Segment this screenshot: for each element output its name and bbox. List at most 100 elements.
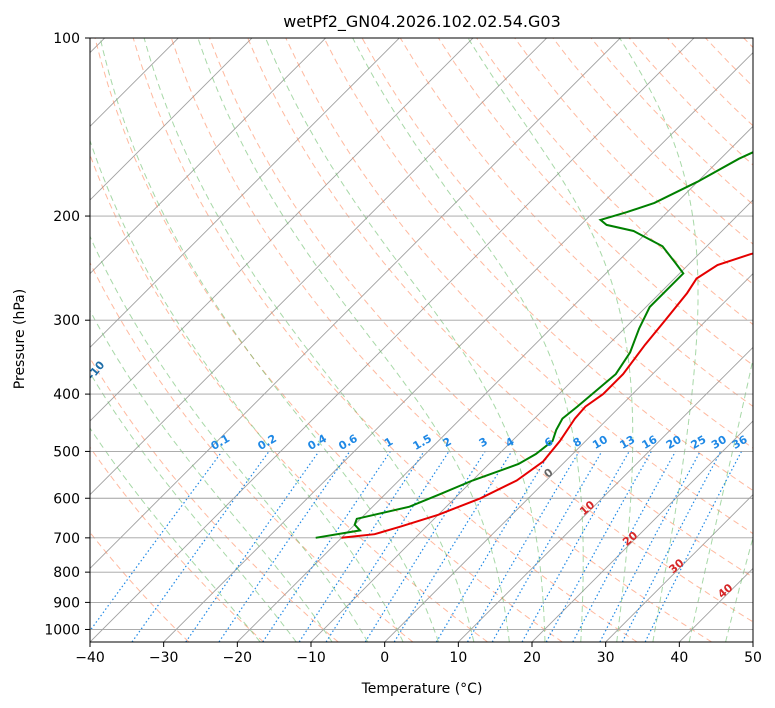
mixing-ratio-line [435,451,552,642]
moist-adiabat-line [90,139,404,642]
plot-frame [89,37,754,643]
dry-adiabat-labels: -10 [85,358,108,382]
dry-adiabat-line [705,38,753,88]
dry-adiabat-line [94,38,563,642]
isotherm-line [90,38,621,569]
moist-adiabat-label: 40 [715,581,735,601]
mixing-ratio-line [545,451,652,642]
chart-title: wetPf2_GN04.2026.102.02.54.G03 [283,12,561,32]
isotherm-lines [90,38,753,642]
mixing-ratio-line [364,451,486,642]
dry-adiabat-line [247,38,753,578]
isotherm-line [90,38,327,275]
y-tick-label: 700 [53,531,80,547]
x-axis-label: Temperature (°C) [361,681,483,697]
mixing-ratio-line [599,451,701,642]
x-tick-label: 10 [449,650,467,666]
isotherm-line [90,38,548,496]
moist-adiabat-line [90,235,369,642]
dry-adiabat-lines [90,38,753,642]
dry-adiabat-line [590,38,753,206]
y-tick-label: 600 [53,491,80,507]
moist-adiabat-lines [90,38,753,642]
y-tick-label: 900 [53,595,80,611]
mixing-ratio-line [90,451,223,632]
moist-adiabat-line [467,38,634,642]
moist-adiabat-line [90,427,261,642]
dry-adiabat-label: -10 [85,358,108,382]
dewpoint-profile-line [315,151,753,539]
mixing-ratio-line [521,451,630,642]
isotherm-line [90,38,253,201]
x-tick-label: 30 [597,650,615,666]
mixing-ratio-line [572,451,677,642]
x-tick-label: −20 [223,650,253,666]
moist-adiabat-line [197,38,510,642]
dry-adiabat-line [132,38,638,642]
moist-adiabat-label: 10 [577,498,597,518]
moist-adiabat-line [725,535,753,642]
mixing-ratio-label: 30 [709,433,729,452]
y-tick-label: 400 [53,387,80,403]
mixing-ratio-label: 36 [730,433,750,452]
dry-adiabat-line [552,38,753,245]
y-tick-label: 200 [53,209,80,225]
plot-area: -10 0.1 0.2 0.4 0.6 1 1.5 2 3 4 6 8 10 13 16 20 25 30 36 … [85,38,753,642]
isotherm-line [310,199,753,642]
x-tick-label: 0 [380,650,389,666]
dry-adiabat-line [437,38,753,366]
y-axis-label: Pressure (hPa) [12,289,28,389]
isotherm-line [90,38,400,348]
dry-adiabat-line [90,261,414,642]
mixing-ratio-lines [90,451,743,642]
mixing-ratio-line [325,451,450,642]
dry-adiabat-line [90,153,488,642]
dry-adiabat-line [90,446,264,642]
dry-adiabat-line [209,38,753,623]
sounding-profiles [315,151,753,539]
moist-adiabat-line [265,38,546,642]
dry-adiabat-line [476,38,753,326]
y-tick-label: 100 [53,31,80,47]
moist-adiabat-line [352,38,584,642]
x-tick-label: 20 [523,650,541,666]
x-tick-label: 50 [744,650,762,666]
isotherm-line [752,641,753,642]
moist-adiabat-line [99,38,439,642]
moist-adiabat-line [619,38,699,642]
mixing-ratio-label: 0.1 [209,432,232,453]
mixing-ratio-label: 3 [477,435,490,450]
isotherm-line [163,52,753,642]
moist-adiabat-line [90,309,333,642]
mixing-ratio-line [644,451,743,642]
dry-adiabat-line [514,38,753,285]
mixing-ratio-label: 8 [571,435,584,450]
mixing-ratio-labels: 0.1 0.2 0.4 0.6 1 1.5 2 3 4 6 8 10 13 16 20 25 30 36 [209,432,750,453]
isotherm-line [90,38,179,127]
mixing-ratio-label: 20 [664,433,684,452]
dry-adiabat-line [323,38,753,492]
dry-adiabat-line [90,357,339,642]
moist-adiabat-line [90,372,297,642]
mixing-ratio-line [262,451,391,642]
mixing-ratio-line [298,451,425,642]
mixing-ratio-label: 10 [590,433,610,452]
y-axis-ticks: 100 200 300 400 500 600 700 800 900 1000 [44,31,90,638]
x-tick-label: −10 [296,650,326,666]
moist-adiabat-line [143,38,475,642]
isotherm-line [90,38,695,642]
y-tick-label: 500 [53,444,80,460]
dry-adiabat-line [667,38,753,127]
y-tick-label: 1000 [44,622,80,638]
mixing-ratio-line [621,451,722,642]
mixing-ratio-label: 1 [382,435,395,450]
mixing-ratio-line [218,451,351,642]
isotherm-line [90,38,474,422]
x-tick-label: 40 [670,650,688,666]
dry-adiabat-line [743,38,753,49]
isobar-lines [90,38,753,630]
mixing-ratio-label: 1.5 [411,432,434,453]
mixing-ratio-line [185,451,320,642]
moist-adiabat-line [688,356,753,642]
